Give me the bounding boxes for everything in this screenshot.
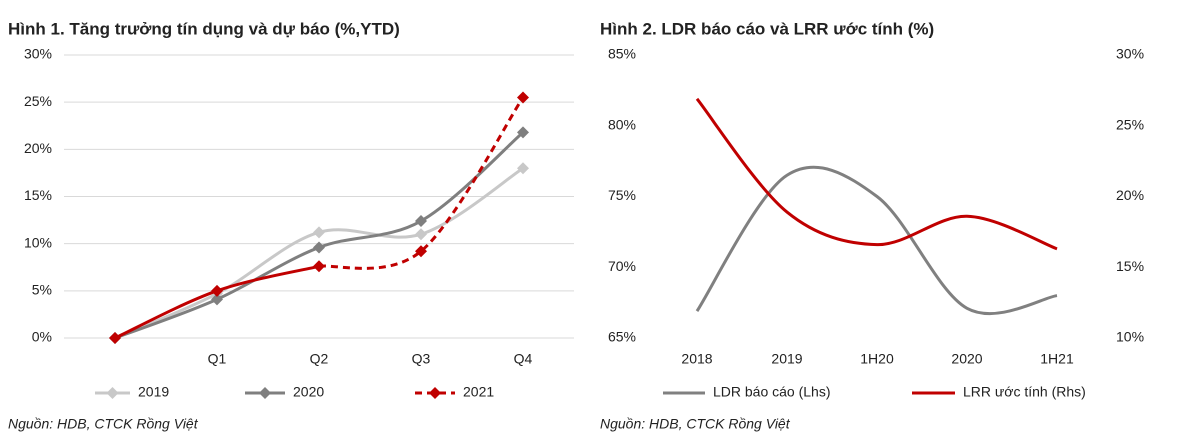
- legend-label: 2019: [138, 384, 169, 400]
- y2-tick-label: 20%: [1116, 187, 1144, 203]
- x-tick-label: 1H20: [860, 351, 894, 367]
- y-tick-label: 65%: [608, 329, 636, 345]
- legend-marker: [429, 387, 441, 399]
- marker: [517, 162, 529, 175]
- marker: [313, 226, 325, 239]
- marker: [211, 284, 223, 297]
- y2-tick-label: 15%: [1116, 258, 1144, 274]
- marker: [415, 228, 427, 241]
- y-tick-label: 0%: [32, 329, 52, 345]
- y-tick-label: 10%: [24, 234, 52, 250]
- y-tick-label: 70%: [608, 258, 636, 274]
- chart-title: Hình 1. Tăng trưởng tín dụng và dự báo (…: [8, 19, 400, 38]
- legend-label: LRR ước tính (Rhs): [963, 384, 1086, 400]
- y2-tick-label: 30%: [1116, 46, 1144, 62]
- source-note: Nguồn: HDB, CTCK Rồng Việt: [8, 416, 199, 432]
- source-note: Nguồn: HDB, CTCK Rồng Việt: [600, 416, 791, 432]
- legend-label: 2021: [463, 384, 494, 400]
- y-tick-label: 75%: [608, 187, 636, 203]
- legend-marker: [259, 387, 271, 399]
- y-tick-label: 5%: [32, 282, 52, 298]
- chart-title: Hình 2. LDR báo cáo và LRR ước tính (%): [600, 19, 934, 38]
- x-tick-label: 2020: [951, 351, 982, 367]
- y2-tick-label: 25%: [1116, 116, 1144, 132]
- marker: [313, 241, 325, 254]
- legend-label: LDR báo cáo (Lhs): [713, 384, 831, 400]
- y-tick-label: 80%: [608, 116, 636, 132]
- x-tick-label: Q1: [208, 351, 227, 367]
- x-tick-label: Q3: [412, 351, 431, 367]
- x-tick-label: 2019: [771, 351, 802, 367]
- y-tick-label: 15%: [24, 187, 52, 203]
- marker: [517, 91, 529, 104]
- y-tick-label: 85%: [608, 46, 636, 62]
- marker: [313, 260, 325, 273]
- y2-tick-label: 10%: [1116, 329, 1144, 345]
- marker: [109, 332, 121, 344]
- x-tick-label: 2018: [681, 351, 712, 367]
- y-tick-label: 30%: [24, 46, 52, 62]
- line: [695, 97, 1058, 251]
- x-tick-label: 1H21: [1040, 351, 1074, 367]
- x-tick-label: Q4: [514, 351, 533, 367]
- x-tick-label: Q2: [310, 351, 329, 367]
- y-tick-label: 25%: [24, 93, 52, 109]
- marker: [517, 126, 529, 139]
- line: [695, 165, 1058, 315]
- marker: [415, 215, 427, 228]
- line: [318, 96, 525, 270]
- marker: [415, 245, 427, 258]
- legend-label: 2020: [293, 384, 324, 400]
- y-tick-label: 20%: [24, 140, 52, 156]
- legend-marker: [106, 387, 119, 399]
- marker: [211, 293, 223, 306]
